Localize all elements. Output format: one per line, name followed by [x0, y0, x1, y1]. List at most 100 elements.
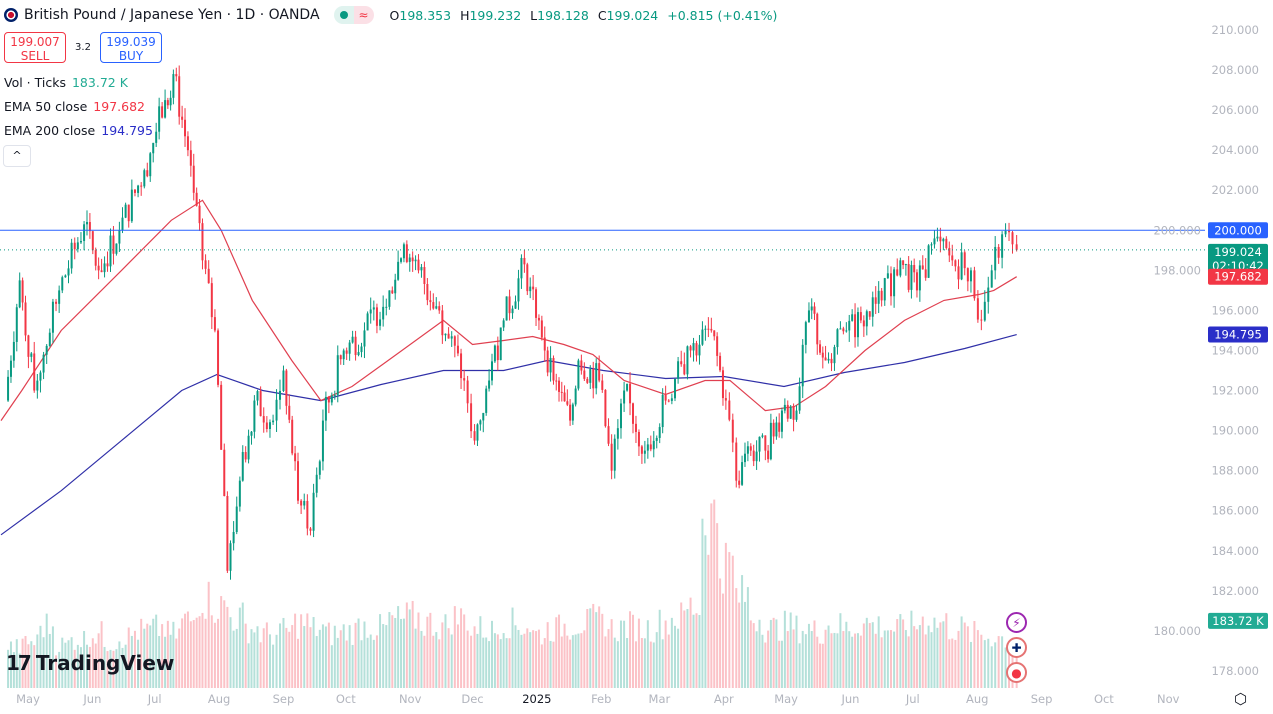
legend-ema200[interactable]: EMA 200 close 194.795: [4, 123, 153, 138]
volume-bar: [397, 606, 400, 688]
candle-body: [569, 404, 572, 421]
candle: [360, 342, 363, 358]
y-tick-label: 204.000: [1211, 143, 1259, 157]
volume-bar: [100, 621, 103, 688]
candle: [783, 398, 786, 414]
volume-bar: [201, 612, 204, 688]
volume-bar: [460, 608, 463, 688]
volume-bar: [713, 499, 716, 688]
candle: [792, 403, 795, 432]
candle-body: [250, 431, 253, 436]
candle: [485, 385, 488, 416]
candle-body: [463, 378, 466, 381]
buy-button[interactable]: 199.039 BUY: [100, 32, 162, 63]
volume-bar: [772, 617, 775, 688]
volume-bar: [312, 617, 315, 688]
legend-volume[interactable]: Vol · Ticks 183.72 K: [4, 75, 128, 90]
volume-value-label-bg: [1208, 612, 1268, 629]
volume-bar: [476, 633, 479, 688]
candle: [868, 311, 871, 320]
settings-gear-icon[interactable]: ⬡: [1234, 690, 1248, 708]
horizontal-level-200[interactable]: [0, 229, 1205, 251]
candle: [786, 400, 789, 422]
candle-body: [574, 388, 577, 405]
candle: [845, 322, 848, 333]
volume-bar: [969, 641, 972, 688]
candle-body: [357, 352, 360, 356]
time-axis[interactable]: May Jun Jul Aug Sep Oct Nov Dec 2025 Feb Mar Apr May…: [0, 688, 1273, 714]
volume-bar: [598, 606, 601, 688]
candle: [505, 296, 508, 321]
close-label: C: [597, 7, 607, 23]
volume-bar: [175, 638, 178, 688]
candle: [667, 399, 670, 403]
volume-bar: [526, 628, 529, 688]
volume-bar: [499, 639, 502, 688]
volume-bar: [939, 622, 942, 688]
candle-body: [807, 310, 810, 323]
lightning-icon[interactable]: ⚡: [1006, 612, 1027, 633]
volume-bar: [369, 634, 372, 688]
candle: [327, 395, 330, 414]
volume-bar: [7, 649, 10, 688]
collapse-legend-button[interactable]: ^: [3, 145, 31, 167]
legend-volume-name: Vol · Ticks: [4, 75, 66, 90]
candle-body: [701, 329, 704, 345]
candle: [76, 237, 79, 253]
volume-bar: [217, 618, 220, 688]
volume-bar: [629, 611, 632, 688]
ema200-line: [0, 334, 1017, 536]
volume-bar: [778, 640, 781, 688]
volume-bar: [444, 614, 447, 688]
volume-bar: [954, 639, 957, 688]
candle-body: [728, 400, 731, 420]
candle-body: [801, 344, 804, 387]
sell-button[interactable]: 199.007 SELL: [4, 32, 66, 63]
candle-body: [297, 461, 300, 501]
volume-bar: [868, 623, 871, 688]
volume-bar: [402, 618, 405, 688]
event-dot-icon[interactable]: ●: [1006, 662, 1027, 683]
candle-body: [514, 301, 517, 309]
candle-body: [877, 290, 880, 304]
candle-body: [259, 391, 262, 417]
market-status[interactable]: ≈: [333, 6, 374, 24]
candle: [83, 221, 86, 251]
symbol-title[interactable]: British Pound / Japanese Yen · 1D · OAND…: [24, 7, 320, 23]
last-price-label-bg: [1208, 243, 1268, 274]
volume-bar: [186, 611, 189, 688]
candle-body: [634, 423, 637, 432]
price-axis[interactable]: 210.000 208.000 206.000 204.000 202.000 200.0…: [1153, 0, 1273, 714]
volume-bar: [983, 640, 986, 688]
volume-bar: [275, 634, 278, 688]
candle-body: [444, 333, 447, 336]
candle: [713, 330, 716, 341]
candle-body: [948, 247, 951, 256]
candle-body: [360, 346, 363, 353]
candle-body: [402, 244, 405, 259]
y-tick-label: 210.000: [1211, 23, 1259, 37]
x-tick-label: Sep: [1031, 692, 1053, 706]
volume-bar: [118, 641, 121, 688]
volume-bar: [303, 626, 306, 688]
candle-body: [351, 336, 354, 343]
candle-body: [643, 450, 646, 454]
volume-bar: [336, 637, 339, 688]
candle: [899, 257, 902, 278]
candle-body: [121, 217, 124, 231]
candle-body: [716, 336, 719, 356]
candle-body: [951, 255, 954, 261]
candle-body: [848, 320, 851, 331]
volume-bar: [351, 644, 354, 688]
legend-ema50[interactable]: EMA 50 close 197.682: [4, 99, 145, 114]
candle-body: [1008, 230, 1011, 233]
candle: [229, 540, 232, 580]
uk-flag-event-icon[interactable]: ✚: [1006, 637, 1027, 658]
candle: [140, 182, 143, 196]
candle: [100, 258, 103, 273]
tradingview-logo[interactable]: 17 TradingView: [6, 651, 174, 675]
candle-body: [505, 296, 508, 321]
candle: [902, 260, 905, 270]
candle: [851, 309, 854, 322]
